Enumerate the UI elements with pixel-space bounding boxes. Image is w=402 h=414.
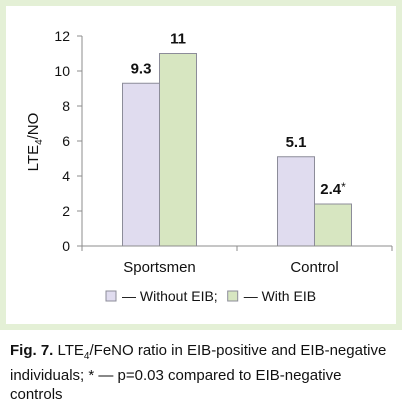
caption-text-a: LTE	[53, 342, 84, 359]
y-tick-label: 2	[62, 203, 70, 219]
bar	[277, 156, 315, 247]
y-axis: 0 2 4 6 8 10 12	[54, 28, 83, 254]
legend-swatch	[227, 290, 239, 302]
legend-label: — With EIB	[244, 288, 316, 304]
data-label: 9.3	[131, 60, 152, 77]
y-tick-label: 0	[62, 238, 70, 254]
y-tick-label: 6	[62, 133, 70, 149]
y-tick-label: 4	[62, 168, 70, 184]
x-tick-label: Control	[290, 259, 338, 276]
caption-subscript: 4	[83, 351, 90, 362]
data-label: 2.4*	[320, 180, 346, 198]
data-label: 5.1	[286, 134, 307, 151]
bars	[122, 53, 352, 247]
bar	[159, 53, 197, 247]
y-tick-label: 10	[54, 63, 70, 79]
legend: — Without EIB; — With EIB	[105, 288, 316, 304]
bar	[122, 82, 160, 247]
data-labels: 9.3 11 5.1 2.4*	[131, 31, 347, 199]
legend-label: — Without EIB;	[122, 288, 218, 304]
x-tick-label: Sportsmen	[123, 259, 196, 276]
data-label: 11	[170, 31, 186, 48]
x-axis: Sportsmen Control	[81, 245, 393, 276]
figure-caption: Fig. 7. LTE4/FeNO ratio in EIB-positive …	[10, 341, 396, 404]
y-tick-label: 12	[54, 28, 70, 44]
plot-area	[6, 6, 396, 324]
caption-text-b: /FeNO ratio in EIB-positive and EIB-nega…	[10, 342, 387, 403]
legend-swatch	[105, 290, 117, 302]
caption-label: Fig. 7.	[10, 342, 54, 359]
y-tick-label: 8	[62, 98, 70, 114]
y-axis-title: LTE4/NO	[25, 113, 45, 172]
bar	[314, 203, 352, 247]
figure-panel: 0 2 4 6 8 10 12 9.3 11 5.1 2.4* Sportsmen Control …	[0, 0, 402, 330]
